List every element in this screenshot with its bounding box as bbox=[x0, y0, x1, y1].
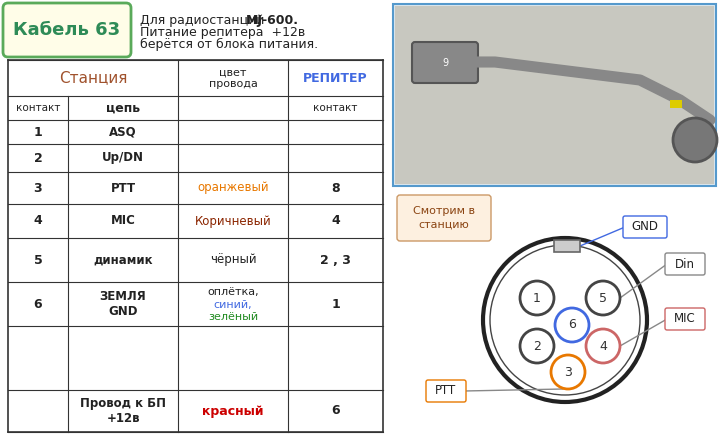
FancyBboxPatch shape bbox=[665, 308, 705, 330]
Text: Станция: Станция bbox=[59, 70, 127, 86]
Text: ЗЕМЛЯ
GND: ЗЕМЛЯ GND bbox=[99, 290, 146, 318]
Text: Коричневый: Коричневый bbox=[195, 215, 271, 228]
Text: оранжевый: оранжевый bbox=[197, 181, 269, 194]
Text: PTT: PTT bbox=[110, 181, 136, 194]
Text: цвет
провода: цвет провода bbox=[208, 67, 257, 89]
Text: MIC: MIC bbox=[110, 215, 136, 228]
Text: 2 , 3: 2 , 3 bbox=[320, 253, 351, 267]
Circle shape bbox=[520, 281, 554, 315]
Text: 2: 2 bbox=[34, 152, 43, 164]
Bar bbox=[393, 4, 716, 186]
Text: контакт: контакт bbox=[314, 103, 358, 113]
Text: оплётка,: оплётка, bbox=[207, 287, 259, 297]
Text: РЕПИТЕР: РЕПИТЕР bbox=[304, 72, 368, 84]
Text: 8: 8 bbox=[331, 181, 340, 194]
Circle shape bbox=[483, 238, 647, 402]
Circle shape bbox=[586, 281, 620, 315]
Text: зелёный: зелёный bbox=[208, 312, 258, 322]
Bar bbox=[395, 6, 714, 184]
Text: Din: Din bbox=[675, 257, 695, 271]
FancyBboxPatch shape bbox=[623, 216, 667, 238]
Text: 6: 6 bbox=[568, 319, 576, 332]
Text: динамик: динамик bbox=[93, 253, 153, 267]
Text: синий,: синий, bbox=[213, 300, 252, 310]
Text: цепь: цепь bbox=[106, 101, 140, 114]
Text: PTT: PTT bbox=[435, 385, 456, 398]
Text: 9: 9 bbox=[442, 58, 448, 67]
Text: 3: 3 bbox=[34, 181, 43, 194]
FancyBboxPatch shape bbox=[665, 253, 705, 275]
Text: 6: 6 bbox=[331, 405, 340, 417]
Circle shape bbox=[673, 118, 717, 162]
Text: ASQ: ASQ bbox=[109, 125, 137, 139]
Text: 1: 1 bbox=[533, 291, 541, 305]
Text: 6: 6 bbox=[34, 298, 43, 311]
Text: 1: 1 bbox=[34, 125, 43, 139]
Circle shape bbox=[586, 329, 620, 363]
Text: чёрный: чёрный bbox=[210, 253, 256, 267]
FancyBboxPatch shape bbox=[412, 42, 478, 83]
Text: Смотрим в
станцию: Смотрим в станцию bbox=[413, 206, 475, 229]
Text: Для радиостанций: Для радиостанций bbox=[140, 14, 273, 27]
Text: 4: 4 bbox=[599, 340, 607, 353]
Circle shape bbox=[555, 308, 589, 342]
Text: MJ-600.: MJ-600. bbox=[246, 14, 299, 27]
Text: контакт: контакт bbox=[16, 103, 60, 113]
Text: 2: 2 bbox=[533, 340, 541, 353]
Text: берётся от блока питания.: берётся от блока питания. bbox=[140, 38, 318, 51]
Text: 5: 5 bbox=[599, 291, 607, 305]
Text: Кабель 63: Кабель 63 bbox=[14, 21, 120, 39]
Text: 4: 4 bbox=[331, 215, 340, 228]
Text: GND: GND bbox=[632, 221, 658, 233]
Text: 1: 1 bbox=[331, 298, 340, 311]
FancyBboxPatch shape bbox=[3, 3, 131, 57]
Text: Up/DN: Up/DN bbox=[102, 152, 144, 164]
Text: 5: 5 bbox=[34, 253, 43, 267]
FancyBboxPatch shape bbox=[397, 195, 491, 241]
Bar bbox=[554, 240, 580, 252]
Text: Провод к БП
+12в: Провод к БП +12в bbox=[80, 397, 166, 425]
Text: Питание репитера  +12в: Питание репитера +12в bbox=[140, 26, 305, 39]
Text: 4: 4 bbox=[34, 215, 43, 228]
Text: красный: красный bbox=[203, 405, 264, 417]
Circle shape bbox=[520, 329, 554, 363]
Text: MIC: MIC bbox=[674, 312, 696, 326]
Bar bbox=[670, 100, 682, 108]
FancyBboxPatch shape bbox=[426, 380, 466, 402]
Text: 3: 3 bbox=[564, 365, 572, 378]
Circle shape bbox=[551, 355, 585, 389]
